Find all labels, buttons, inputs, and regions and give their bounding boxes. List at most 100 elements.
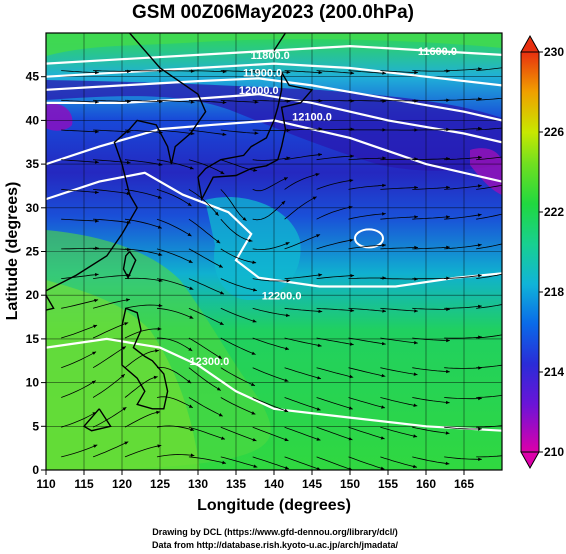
streamline (252, 337, 290, 350)
streamline (92, 346, 127, 369)
streamline-arrowhead (95, 100, 99, 104)
streamline-arrowhead (253, 288, 257, 292)
y-tick-label: 40 (26, 113, 40, 127)
streamline (380, 337, 418, 344)
streamline (61, 189, 99, 193)
streamline (316, 155, 355, 161)
streamline (156, 366, 192, 384)
streamline (61, 247, 99, 250)
streamline-arrowhead (157, 225, 162, 229)
streamline (348, 307, 387, 312)
streamline (124, 129, 163, 133)
streamline (476, 156, 502, 161)
streamline-arrowhead (187, 202, 192, 206)
streamline-arrowhead (158, 252, 163, 256)
streamline-arrowhead (248, 238, 253, 242)
streamline (156, 248, 193, 264)
streamline-arrowhead (445, 431, 450, 435)
y-tick-label: 5 (32, 419, 39, 433)
streamline-arrowhead (158, 303, 163, 308)
contour-closed-low (354, 228, 384, 249)
streamline (220, 248, 257, 264)
streamline-arrowhead (252, 438, 257, 442)
colorbar-bottom-arrow (520, 451, 540, 470)
colorbar-tick-label: 214 (544, 365, 564, 379)
streamline-arrowhead (509, 271, 513, 274)
streamline (61, 129, 99, 133)
streamline-arrowhead (445, 400, 450, 405)
streamline (188, 218, 221, 244)
streamline (220, 70, 259, 73)
streamline-arrowhead (349, 238, 354, 243)
streamline (61, 299, 99, 309)
streamline (380, 307, 418, 312)
contour-label: 11900.0 (243, 68, 282, 80)
colorbar-tick-label: 210 (544, 445, 564, 459)
streamline (220, 278, 257, 291)
streamline-arrowhead (254, 100, 259, 104)
streamline-arrowhead (190, 100, 195, 104)
streamline (316, 99, 355, 102)
streamline (92, 441, 129, 458)
streamline (476, 304, 502, 309)
streamline (156, 337, 193, 352)
streamline-arrowhead (95, 130, 99, 134)
trough-region (205, 196, 301, 300)
streamline (316, 426, 353, 441)
streamline-arrowhead (91, 380, 96, 384)
streamline (188, 189, 219, 216)
streamline (220, 218, 253, 242)
streamline-arrowhead (349, 178, 354, 183)
streamline (252, 456, 290, 470)
streamline (124, 159, 163, 166)
streamline-arrowhead (124, 441, 129, 445)
streamline (93, 159, 131, 164)
streamline (348, 397, 386, 409)
streamline (444, 127, 482, 131)
streamline (316, 397, 353, 410)
contour-labels: 11600.0 11800.0 11900.0 12000.0 12100.0 12200… (190, 46, 457, 368)
streamline-arrowhead (317, 343, 322, 347)
streamline (252, 129, 291, 131)
streamline (476, 425, 502, 428)
streamline (61, 70, 99, 74)
streamline-arrowhead (510, 96, 514, 100)
streamline (380, 99, 418, 102)
streamline (444, 156, 482, 161)
streamline-arrowhead (318, 309, 323, 313)
streamline (61, 273, 99, 279)
streamline-arrowhead (510, 154, 514, 157)
streamline-arrowhead (510, 301, 514, 304)
x-tick-label: 155 (378, 477, 398, 491)
streamline (476, 364, 502, 369)
streamline-arrowhead (350, 71, 355, 75)
streamline (252, 426, 289, 442)
streamline (476, 455, 502, 458)
y-axis-ticks: 0 5 10 15 20 25 30 35 40 45 (26, 70, 46, 477)
streamline-arrowhead (509, 211, 513, 214)
streamline (476, 67, 502, 71)
streamline-arrowhead (510, 65, 514, 69)
colorbar-tick-label: 226 (544, 125, 564, 139)
streamline (156, 278, 194, 290)
streamline (284, 70, 323, 74)
streamline-arrowhead (242, 217, 247, 221)
streamline-arrowhead (317, 376, 321, 380)
streamline (188, 278, 225, 295)
streamline (444, 367, 482, 369)
streamline (284, 234, 321, 250)
streamline (444, 68, 482, 71)
streamline (412, 158, 450, 161)
streamline (156, 396, 193, 409)
streamline (220, 189, 247, 222)
streamline-arrowhead (286, 128, 291, 133)
streamline (412, 456, 450, 465)
streamline (124, 218, 162, 229)
streamline-arrowhead (312, 196, 317, 200)
streamline (284, 456, 321, 470)
streamline-arrowhead (510, 423, 514, 426)
streamline (93, 274, 131, 279)
streamline (316, 206, 353, 220)
y-tick-label: 0 (32, 463, 39, 477)
